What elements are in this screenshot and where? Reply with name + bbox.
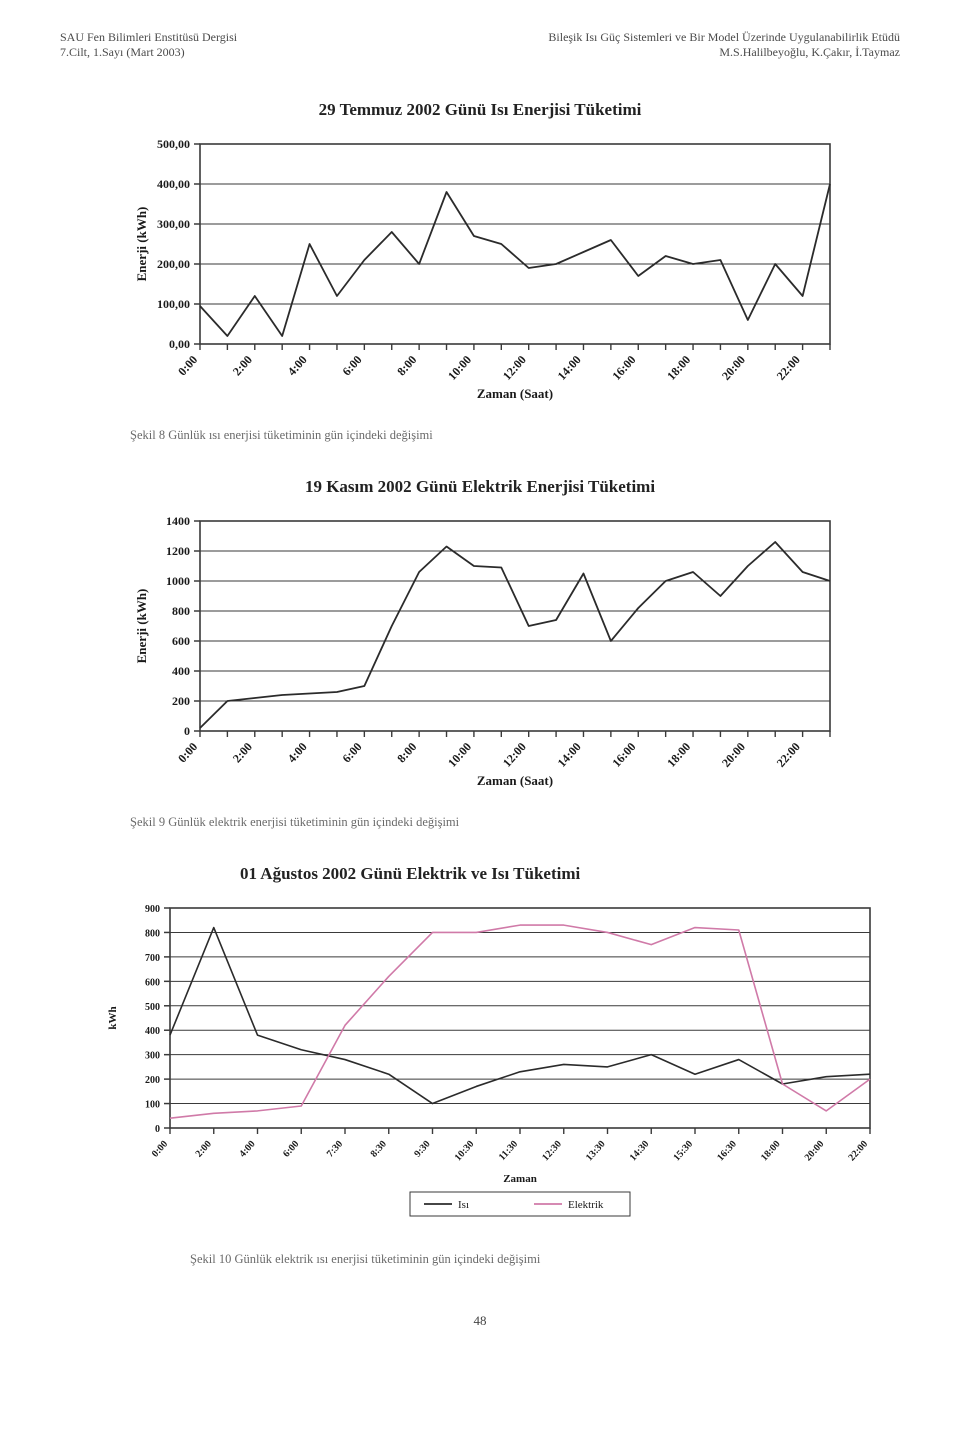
svg-text:800: 800 [145, 928, 160, 939]
svg-text:100: 100 [145, 1100, 160, 1111]
svg-text:12:00: 12:00 [500, 740, 529, 770]
chart3: 0 100 200 300 400 500 600 700 800 900 0:00 2:00 4:00… [100, 898, 900, 1228]
svg-text:700: 700 [145, 953, 160, 964]
svg-text:8:00: 8:00 [394, 353, 419, 379]
svg-text:600: 600 [172, 634, 190, 648]
svg-text:900: 900 [145, 904, 160, 915]
svg-text:Zaman: Zaman [503, 1173, 537, 1185]
svg-text:0:00: 0:00 [150, 1139, 170, 1160]
chart3-title: 01 Ağustos 2002 Günü Elektrik ve Isı Tük… [130, 864, 900, 884]
journal-name: SAU Fen Bilimleri Enstitüsü Dergisi [60, 30, 237, 44]
svg-text:500: 500 [145, 1002, 160, 1013]
svg-text:300,00: 300,00 [157, 217, 190, 231]
svg-text:500,00: 500,00 [157, 137, 190, 151]
chart2-title: 19 Kasım 2002 Günü Elektrik Enerjisi Tük… [60, 477, 900, 497]
svg-text:16:30: 16:30 [715, 1139, 739, 1164]
svg-text:8:00: 8:00 [394, 740, 419, 766]
svg-text:1000: 1000 [166, 574, 190, 588]
svg-text:9:30: 9:30 [412, 1139, 432, 1160]
svg-text:10:00: 10:00 [445, 353, 474, 383]
header-right: Bileşik Isı Güç Sistemleri ve Bir Model … [548, 30, 900, 60]
svg-text:800: 800 [172, 604, 190, 618]
svg-text:14:30: 14:30 [628, 1139, 652, 1164]
svg-text:1400: 1400 [166, 514, 190, 528]
svg-text:Isı: Isı [458, 1199, 469, 1211]
chart3-svg: 0 100 200 300 400 500 600 700 800 900 0:00 2:00 4:00… [100, 898, 884, 1228]
svg-text:4:00: 4:00 [285, 353, 310, 379]
authors: M.S.Halilbeyoğlu, K.Çakır, İ.Taymaz [719, 45, 900, 59]
svg-text:0: 0 [155, 1124, 160, 1135]
svg-text:200,00: 200,00 [157, 257, 190, 271]
svg-text:10:30: 10:30 [453, 1139, 477, 1164]
svg-text:13:30: 13:30 [584, 1139, 608, 1164]
svg-text:18:00: 18:00 [759, 1139, 783, 1164]
chart3-caption: Şekil 10 Günlük elektrik ısı enerjisi tü… [190, 1252, 900, 1267]
chart1-caption: Şekil 8 Günlük ısı enerjisi tüketiminin … [130, 428, 900, 443]
svg-text:2:00: 2:00 [230, 740, 255, 766]
svg-text:12:00: 12:00 [500, 353, 529, 383]
svg-text:Enerji (kWh): Enerji (kWh) [134, 589, 149, 664]
svg-text:20:00: 20:00 [719, 353, 748, 383]
svg-text:20:00: 20:00 [719, 740, 748, 770]
svg-text:12:30: 12:30 [540, 1139, 564, 1164]
svg-text:Elektrik: Elektrik [568, 1199, 604, 1211]
svg-text:400: 400 [145, 1026, 160, 1037]
svg-text:6:00: 6:00 [281, 1139, 301, 1160]
svg-text:600: 600 [145, 977, 160, 988]
svg-text:200: 200 [172, 694, 190, 708]
svg-text:15:30: 15:30 [671, 1139, 695, 1164]
svg-text:8:30: 8:30 [369, 1139, 389, 1160]
chart2-caption: Şekil 9 Günlük elektrik enerjisi tüketim… [130, 815, 900, 830]
svg-text:1200: 1200 [166, 544, 190, 558]
svg-text:7:30: 7:30 [325, 1139, 345, 1160]
svg-text:22:00: 22:00 [774, 740, 803, 770]
svg-text:Enerji (kWh): Enerji (kWh) [134, 207, 149, 282]
svg-text:400,00: 400,00 [157, 177, 190, 191]
svg-text:22:00: 22:00 [846, 1139, 870, 1164]
svg-text:0:00: 0:00 [175, 353, 200, 379]
svg-text:400: 400 [172, 664, 190, 678]
svg-text:20:00: 20:00 [803, 1139, 827, 1164]
page-number: 48 [60, 1313, 900, 1329]
page-header: SAU Fen Bilimleri Enstitüsü Dergisi 7.Ci… [60, 30, 900, 60]
svg-text:2:00: 2:00 [230, 353, 255, 379]
svg-text:100,00: 100,00 [157, 297, 190, 311]
svg-text:0:00: 0:00 [175, 740, 200, 766]
chart1-svg: 0,00 100,00 200,00 300,00 400,00 500,00 0:00 2:… [130, 134, 844, 404]
svg-text:22:00: 22:00 [774, 353, 803, 383]
paper-title: Bileşik Isı Güç Sistemleri ve Bir Model … [548, 30, 900, 44]
svg-text:2:00: 2:00 [194, 1139, 214, 1160]
svg-text:14:00: 14:00 [555, 740, 584, 770]
svg-text:18:00: 18:00 [664, 353, 693, 383]
chart2-svg: 0 200 400 600 800 1000 1200 1400 0:00 2:00 4:00 6:0… [130, 511, 844, 791]
svg-text:0,00: 0,00 [169, 337, 190, 351]
issue-info: 7.Cilt, 1.Sayı (Mart 2003) [60, 45, 185, 59]
svg-text:kWh: kWh [107, 1006, 119, 1029]
svg-text:6:00: 6:00 [339, 353, 364, 379]
svg-text:14:00: 14:00 [555, 353, 584, 383]
header-left: SAU Fen Bilimleri Enstitüsü Dergisi 7.Ci… [60, 30, 237, 60]
chart1-title: 29 Temmuz 2002 Günü Isı Enerjisi Tüketim… [60, 100, 900, 120]
svg-text:18:00: 18:00 [664, 740, 693, 770]
svg-text:0: 0 [184, 724, 190, 738]
svg-text:Zaman (Saat): Zaman (Saat) [477, 773, 553, 788]
svg-text:4:00: 4:00 [237, 1139, 257, 1160]
svg-text:200: 200 [145, 1075, 160, 1086]
chart2: 0 200 400 600 800 1000 1200 1400 0:00 2:00 4:00 6:0… [130, 511, 900, 791]
svg-text:Zaman (Saat): Zaman (Saat) [477, 386, 553, 401]
svg-text:6:00: 6:00 [339, 740, 364, 766]
chart1: 0,00 100,00 200,00 300,00 400,00 500,00 0:00 2:… [130, 134, 900, 404]
svg-text:4:00: 4:00 [285, 740, 310, 766]
svg-text:10:00: 10:00 [445, 740, 474, 770]
svg-text:300: 300 [145, 1051, 160, 1062]
svg-text:16:00: 16:00 [609, 353, 638, 383]
svg-text:16:00: 16:00 [609, 740, 638, 770]
svg-text:11:30: 11:30 [497, 1139, 520, 1163]
